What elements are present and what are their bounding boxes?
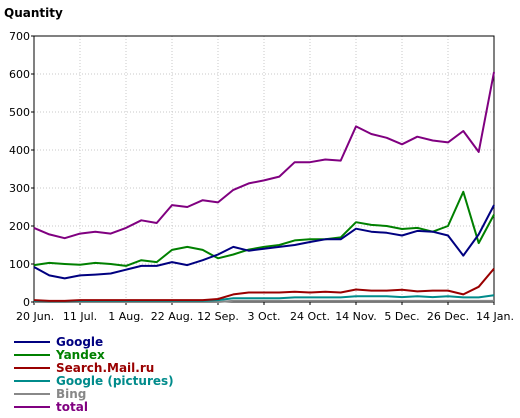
- legend-label: Search.Mail.ru: [56, 361, 154, 375]
- legend-label: total: [56, 400, 88, 414]
- legend-label: Google (pictures): [56, 374, 174, 388]
- x-axis: 20 Jun. 11 Jul. 1 Aug. 22 Aug. 12 Sep. 3 Oct.…: [16, 302, 514, 323]
- x-tick-label: 26 Dec.: [427, 310, 469, 323]
- x-tick-label: 14 Nov.: [335, 310, 377, 323]
- series-line-yandex: [33, 190, 495, 267]
- y-axis: 0 100 200 300 400 500 600 700: [9, 30, 34, 309]
- legend-label: Bing: [56, 387, 86, 401]
- series-line-bing: [34, 299, 494, 303]
- x-tick-label: 1 Aug.: [108, 310, 143, 323]
- series-line-google: [33, 204, 495, 280]
- legend-item-search-mail-ru: Search.Mail.ru: [14, 361, 154, 375]
- y-tick-label: 600: [9, 68, 30, 81]
- x-tick-label: 12 Sep.: [197, 310, 239, 323]
- legend-item-yandex: Yandex: [14, 348, 105, 362]
- x-tick-label: 24 Oct.: [290, 310, 330, 323]
- legend-item-bing: Bing: [14, 387, 86, 401]
- legend-item-google-pictures: Google (pictures): [14, 374, 174, 388]
- legend-label: Yandex: [55, 348, 105, 362]
- grid: [34, 36, 494, 302]
- y-tick-label: 400: [9, 144, 30, 157]
- y-tick-label: 0: [23, 296, 30, 309]
- y-axis-title: Quantity: [4, 6, 63, 20]
- series-line-total: [33, 71, 495, 240]
- legend-item-google: Google: [14, 335, 103, 349]
- legend-item-total: total: [14, 400, 88, 414]
- y-tick-label: 500: [9, 106, 30, 119]
- x-tick-label: 11 Jul.: [63, 310, 97, 323]
- y-tick-label: 200: [9, 220, 30, 233]
- x-tick-label: 22 Aug.: [151, 310, 193, 323]
- x-tick-label: 5 Dec.: [384, 310, 419, 323]
- y-tick-label: 700: [9, 30, 30, 43]
- y-tick-label: 300: [9, 182, 30, 195]
- y-tick-label: 100: [9, 258, 30, 271]
- legend-label: Google: [56, 335, 103, 349]
- series-line-search-mail-ru: [33, 267, 495, 302]
- x-tick-label: 20 Jun.: [16, 310, 54, 323]
- x-tick-label: 14 Jan.: [476, 310, 514, 323]
- series-lines: [33, 71, 495, 303]
- x-tick-label: 3 Oct.: [247, 310, 280, 323]
